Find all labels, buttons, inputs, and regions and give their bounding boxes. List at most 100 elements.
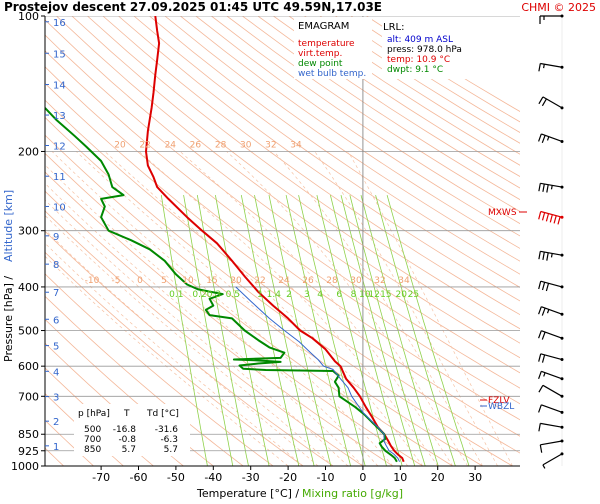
wind-barb-station xyxy=(560,106,564,110)
wbzl-label: WBZL xyxy=(488,402,514,412)
altitude-tick-label: 12 xyxy=(53,142,66,153)
mixing-ratio-label: 0.3 xyxy=(207,290,221,300)
adiabat-label: 10 xyxy=(182,276,194,286)
dry-adiabat-line xyxy=(71,16,520,344)
wind-barb-staff xyxy=(542,96,563,109)
adiabat-label: 28 xyxy=(215,141,227,151)
table-cell: -31.6 xyxy=(155,425,179,435)
legend-item-temperature: temperature xyxy=(298,39,355,49)
x-tick-label: -60 xyxy=(130,471,148,484)
wind-barb-staff xyxy=(540,280,563,288)
lrl-dewpoint: dwpt: 9.1 °C xyxy=(387,65,443,75)
wind-barb-station xyxy=(560,410,564,414)
altitude-tick-label: 1 xyxy=(53,442,59,453)
mixing-ratio-line xyxy=(316,195,387,466)
mixing-ratio-label: 8 xyxy=(351,290,357,300)
dry-adiabat-line xyxy=(87,16,520,330)
wind-barb-feather xyxy=(538,423,541,432)
mixing-ratio-line xyxy=(349,195,426,466)
wind-barb-feather xyxy=(546,252,549,261)
wind-barb xyxy=(538,422,564,432)
mixing-ratio-line xyxy=(375,194,456,466)
legend-item-dew-point: dew point xyxy=(298,59,343,69)
y-tick-label: 500 xyxy=(18,325,39,338)
wind-barb-feather xyxy=(542,183,545,192)
table-cell: 850 xyxy=(84,445,101,455)
wind-barb xyxy=(538,210,564,225)
mixing-ratio-line xyxy=(330,195,403,466)
altitude-tick-label: 10 xyxy=(53,203,66,214)
dry-adiabat-line xyxy=(149,16,520,275)
moist-adiabat-line xyxy=(45,182,364,466)
table-cell: -16.8 xyxy=(113,425,137,435)
wind-barb xyxy=(538,370,564,381)
adiabat-label: 26 xyxy=(190,141,202,151)
wind-barb-half-feather xyxy=(546,309,550,314)
mixing-ratio-label: 0.1 xyxy=(169,290,183,300)
wind-barb-feather xyxy=(539,444,543,453)
y-tick-label: 100 xyxy=(18,10,39,23)
wind-barb-feather xyxy=(538,133,542,142)
wind-barb-feather xyxy=(553,215,557,224)
wind-barb-feather xyxy=(545,213,550,222)
wind-barb-staff xyxy=(541,306,563,315)
wind-barb-feather xyxy=(541,354,546,363)
altitude-tick-label: 5 xyxy=(53,342,59,353)
wind-barb xyxy=(539,14,564,24)
wind-barb-feather xyxy=(541,135,546,144)
wind-barb-station xyxy=(560,285,564,289)
mixing-ratio-line xyxy=(298,195,366,466)
y-tick-label: 850 xyxy=(18,428,39,441)
x-tick-label: 30 xyxy=(468,471,482,484)
x-axis-title-mixing: Mixing ratio [g/kg] xyxy=(302,487,403,500)
wind-barb-half-feather xyxy=(550,185,553,190)
wind-barb-station xyxy=(560,65,564,69)
moist-adiabat-line xyxy=(347,151,513,466)
mixing-ratio-line xyxy=(340,195,416,466)
wind-barb-feather xyxy=(549,214,553,223)
wind-barb-feather xyxy=(541,307,546,316)
wind-barb-feather xyxy=(538,404,542,413)
wind-barb-feather xyxy=(538,384,544,393)
wind-barb-station xyxy=(560,336,564,340)
adiabat-label: 24 xyxy=(278,276,290,286)
mixing-ratio-label: 4 xyxy=(317,290,323,300)
x-tick-label: -20 xyxy=(279,471,297,484)
wind-barb-station xyxy=(560,215,564,219)
y-tick-label: 700 xyxy=(18,390,39,403)
moist-adiabat-line xyxy=(104,151,424,466)
wind-barb-station xyxy=(560,425,564,429)
mixing-ratio-label: 1.4 xyxy=(267,290,282,300)
adiabat-label: 34 xyxy=(398,276,410,286)
adiabat-label: 15 xyxy=(206,276,217,286)
table-header-t: T xyxy=(123,409,130,419)
altitude-tick-label: 11 xyxy=(53,172,66,183)
altitude-tick-label: 9 xyxy=(53,232,59,243)
wind-barb-staff xyxy=(540,353,563,361)
dry-adiabat-line xyxy=(164,16,520,262)
y-tick-label: 200 xyxy=(18,146,39,159)
dry-adiabat-line xyxy=(45,19,520,374)
mixing-ratio-label: 2 xyxy=(286,290,292,300)
mixing-ratio-line xyxy=(215,195,270,466)
wind-barb-half-feather xyxy=(546,136,550,141)
dry-adiabat-line xyxy=(102,16,520,316)
wind-barb xyxy=(538,306,564,316)
dry-adiabat-line xyxy=(211,16,520,225)
wind-barb-staff xyxy=(541,133,563,143)
plot-area xyxy=(45,16,520,466)
mixing-ratio-line xyxy=(254,195,315,466)
table-cell: 5.7 xyxy=(122,445,136,455)
dry-adiabat-line xyxy=(118,16,520,302)
wind-barb-feather xyxy=(538,353,542,362)
mixing-ratio-label: 12 xyxy=(368,290,379,300)
dry-adiabat-line xyxy=(242,16,520,201)
wind-barb-staff xyxy=(541,404,563,413)
mixing-ratio-line xyxy=(183,195,234,466)
adiabat-label: -5 xyxy=(112,276,121,286)
wind-barb xyxy=(538,404,564,414)
wind-barb-feather xyxy=(545,283,550,292)
wind-barb-staff xyxy=(540,440,563,446)
wind-barb-station xyxy=(560,377,564,381)
table-cell: 700 xyxy=(84,435,101,445)
